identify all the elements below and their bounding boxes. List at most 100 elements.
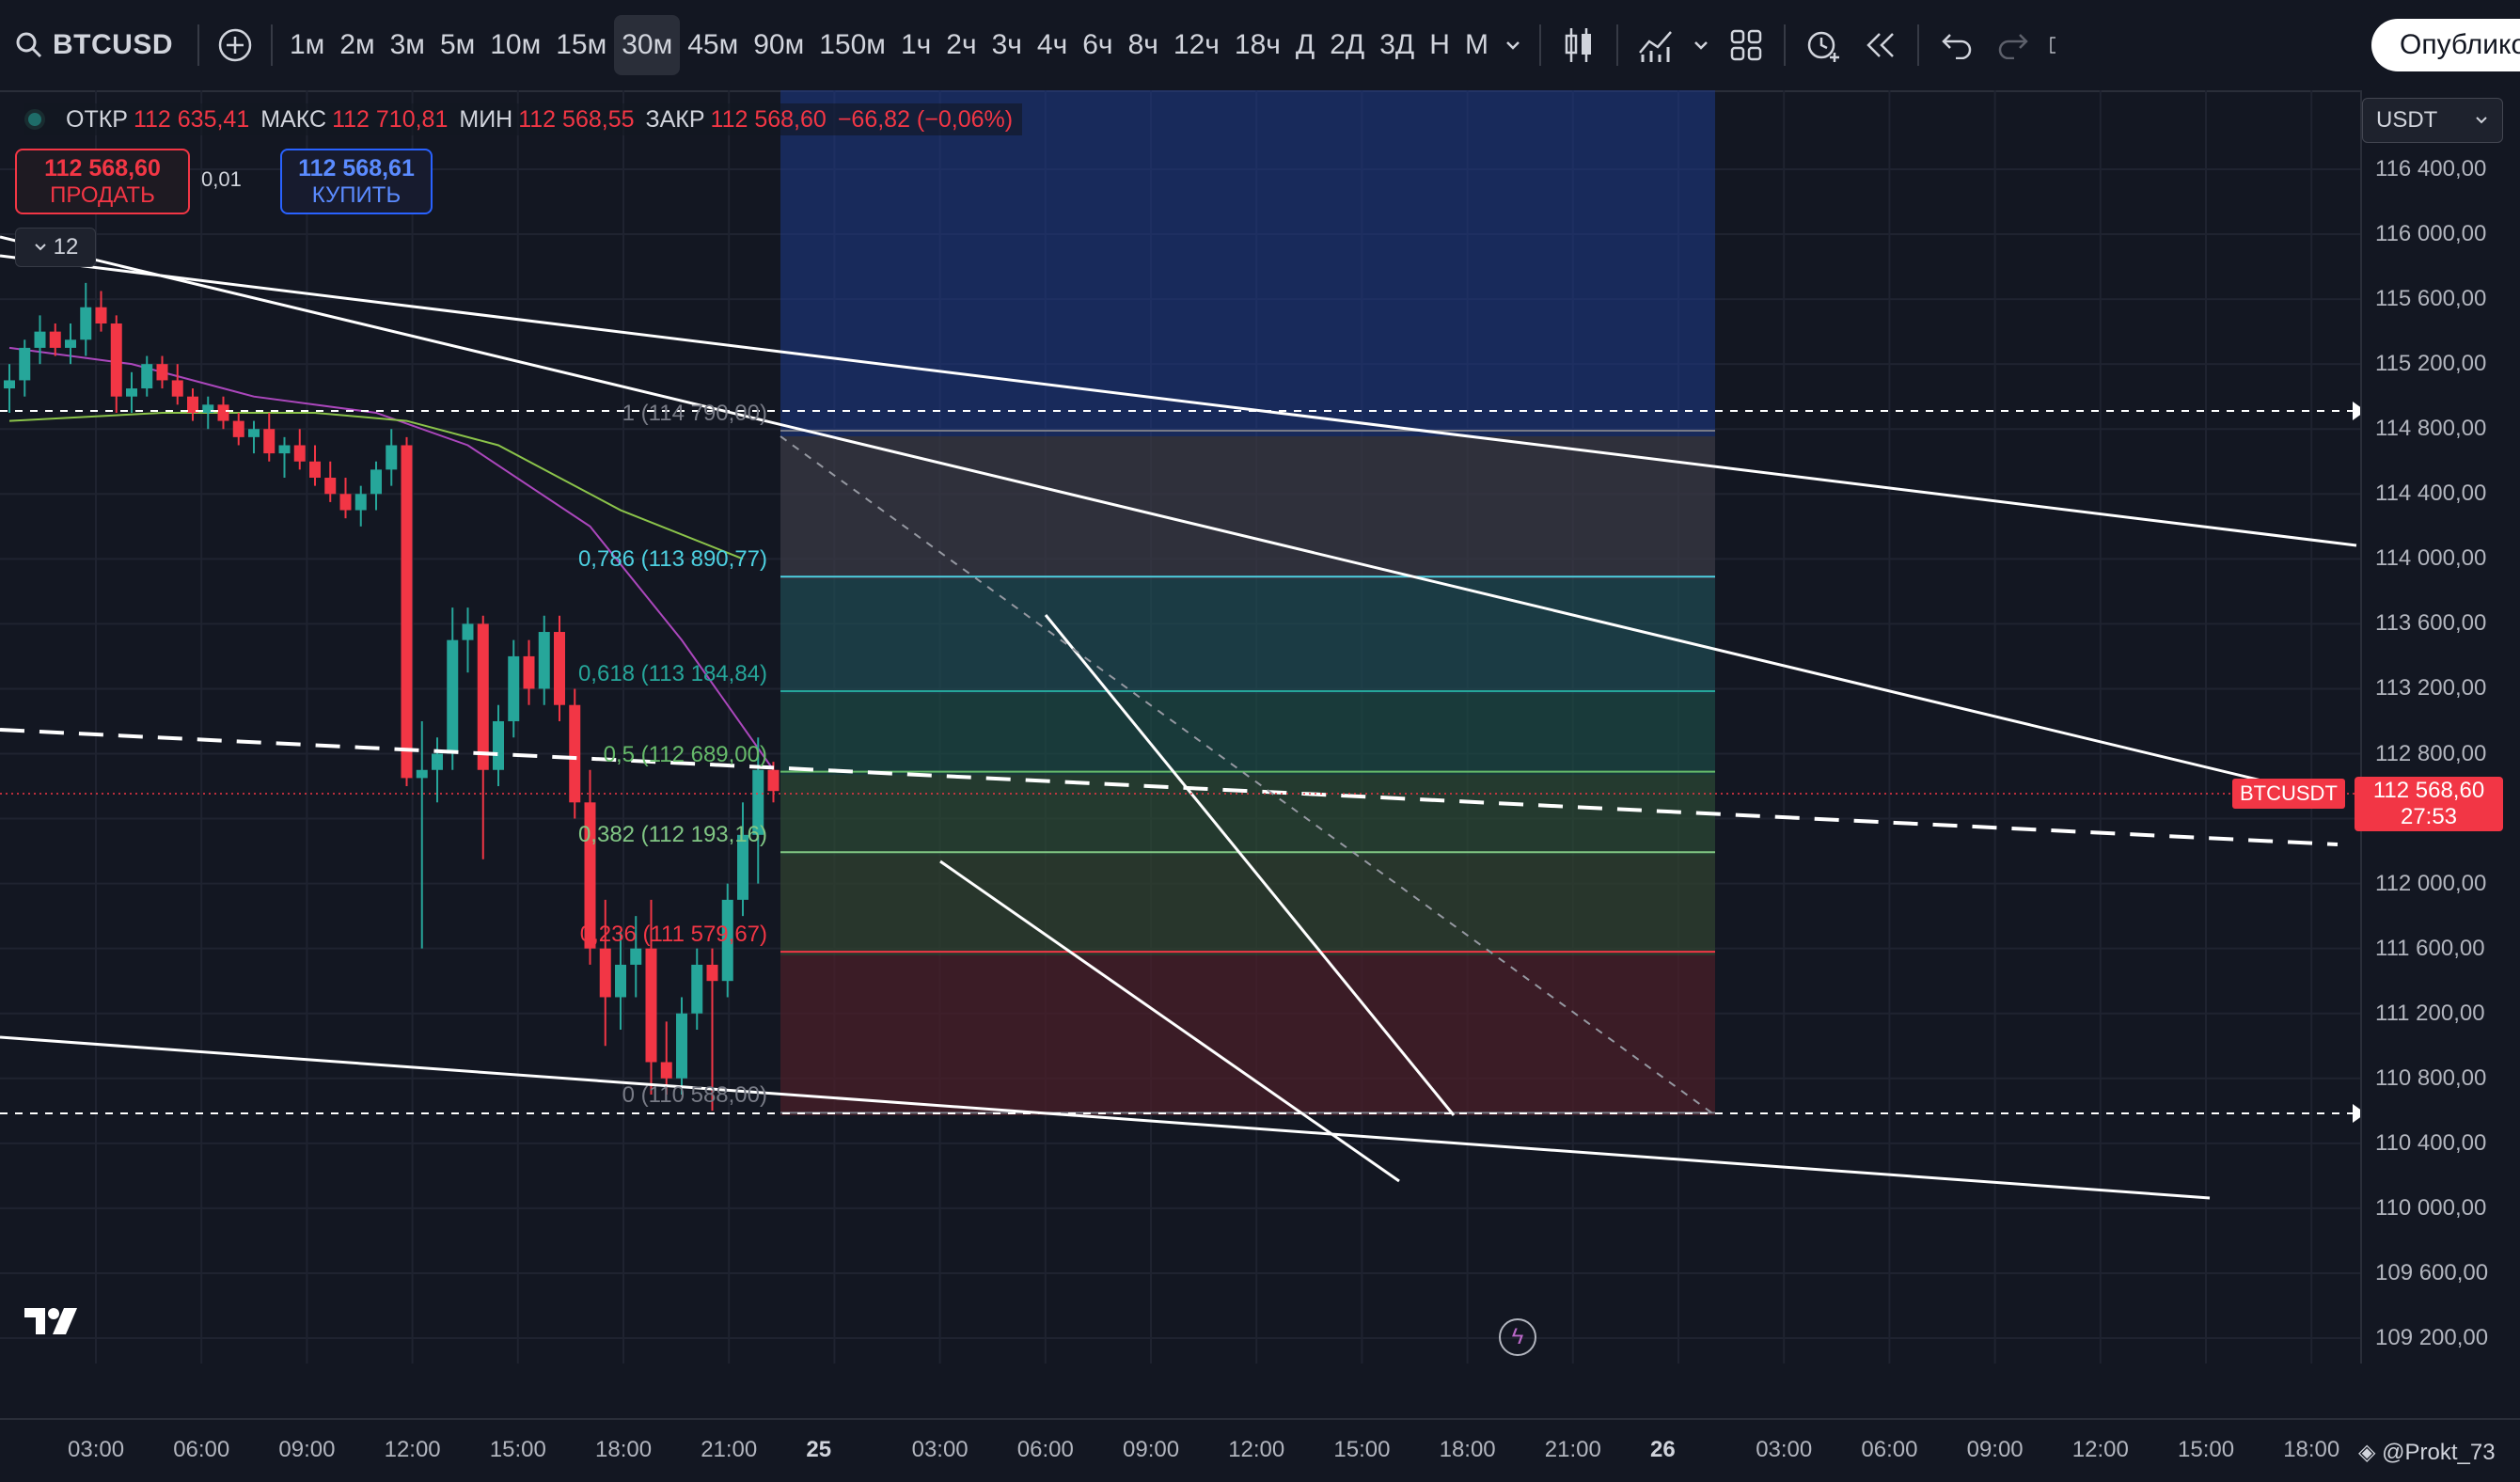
tv-logo-icon xyxy=(24,1308,77,1334)
candle-body xyxy=(80,307,92,340)
indicators-dropdown-button[interactable] xyxy=(1684,15,1718,75)
candle-body xyxy=(416,769,428,779)
interval-button[interactable]: 4ч xyxy=(1036,29,1068,60)
alert-button[interactable] xyxy=(1795,15,1851,75)
time-tick-label: 21:00 xyxy=(1544,1437,1601,1462)
candle-body xyxy=(370,469,382,495)
time-tick-label: 03:00 xyxy=(68,1437,125,1462)
visibility-dot-icon[interactable] xyxy=(24,109,45,130)
chart-type-button[interactable] xyxy=(1551,15,1607,75)
buy-price: 112 568,61 xyxy=(298,154,415,181)
compare-symbol-button[interactable] xyxy=(209,15,261,75)
undo-button[interactable] xyxy=(1929,15,1985,75)
replay-button[interactable] xyxy=(1851,15,1908,75)
interval-button[interactable]: 2м xyxy=(339,29,375,60)
time-tick-label: 09:00 xyxy=(278,1437,336,1462)
interval-button[interactable]: Д xyxy=(1295,29,1315,60)
interval-button[interactable]: 3м xyxy=(389,29,425,60)
interval-button[interactable]: 1м xyxy=(290,29,325,60)
candle-body xyxy=(309,461,321,479)
arrow-right-icon xyxy=(2353,402,2360,420)
last-price-value: 112 568,60 xyxy=(2372,778,2485,803)
interval-button[interactable]: Н xyxy=(1429,29,1450,60)
interval-button[interactable]: 5м xyxy=(439,29,476,60)
price-tick-label: 109 200,00 xyxy=(2375,1325,2489,1350)
interval-button[interactable]: 6ч xyxy=(1082,29,1113,60)
publish-button[interactable]: Опублико xyxy=(2371,19,2520,71)
currency-select[interactable]: USDT xyxy=(2362,98,2503,143)
low-value: 112 568,55 xyxy=(518,105,635,133)
interval-button[interactable]: 45м xyxy=(687,29,739,60)
candles xyxy=(4,282,780,1112)
lightning-icon[interactable]: ϟ xyxy=(1499,1318,1536,1356)
candle-body xyxy=(278,445,291,454)
time-axis[interactable]: 03:00 06:00 09:00 12:00 15:00 18:00 21:00 25 03:… xyxy=(0,1418,2520,1482)
time-tick-label: 15:00 xyxy=(2178,1437,2235,1462)
interval-button[interactable]: 150м xyxy=(819,29,886,60)
price-chart[interactable] xyxy=(0,90,2360,1364)
price-tick-label: 115 600,00 xyxy=(2375,286,2487,312)
candle-body xyxy=(569,704,581,803)
time-tick-label: 18:00 xyxy=(1439,1437,1496,1462)
wedge-line-a xyxy=(1044,614,1456,1116)
interval-button[interactable]: 18ч xyxy=(1234,29,1281,60)
toolbar-divider xyxy=(1615,24,1618,66)
search-icon xyxy=(16,32,42,58)
candle-body xyxy=(34,331,46,348)
indicators-count: 12 xyxy=(53,234,79,260)
buy-button[interactable]: 112 568,61 КУПИТЬ xyxy=(280,149,433,214)
layouts-button[interactable] xyxy=(1718,15,1774,75)
moving-average-line xyxy=(8,411,744,560)
fib-zone-0382-0236 xyxy=(780,856,1715,955)
add-circle-icon xyxy=(218,28,252,62)
symbol-search-button[interactable]: BTCUSD xyxy=(8,15,181,75)
price-tick-label: 113 200,00 xyxy=(2375,675,2487,702)
indicators-collapse-button[interactable]: 12 xyxy=(15,228,96,267)
price-tick-label: 111 200,00 xyxy=(2375,1000,2485,1026)
candles-icon xyxy=(1565,28,1591,62)
candle-body xyxy=(65,339,76,348)
interval-dropdown-button[interactable] xyxy=(1496,15,1530,75)
interval-button[interactable]: М xyxy=(1464,29,1488,60)
price-tick-label: 116 400,00 xyxy=(2375,156,2487,181)
interval-button[interactable]: 3ч xyxy=(991,29,1022,60)
price-tick-label: 114 000,00 xyxy=(2375,545,2487,572)
interval-button[interactable]: 2ч xyxy=(946,29,977,60)
interval-button[interactable]: 8ч xyxy=(1127,29,1158,60)
price-axis[interactable]: 116 400,00 116 000,00 115 600,00 115 200,00… xyxy=(2360,90,2520,1364)
interval-button[interactable]: 2Д xyxy=(1330,29,1365,60)
sell-button[interactable]: 112 568,60 ПРОДАТЬ xyxy=(15,149,190,214)
fib-zone-0236-0 xyxy=(780,955,1715,1115)
time-tick-label: 15:00 xyxy=(489,1437,546,1462)
interval-button[interactable]: 15м xyxy=(556,29,607,60)
interval-button[interactable]: 1ч xyxy=(900,29,932,60)
time-tick-label: 03:00 xyxy=(1756,1437,1813,1462)
interval-button[interactable]: 30м xyxy=(614,15,681,75)
indicators-button[interactable] xyxy=(1628,15,1684,75)
change-value: −66,82 (−0,06%) xyxy=(837,105,1014,133)
candle-body xyxy=(584,802,596,949)
undo-icon xyxy=(1942,34,1972,59)
candle-body xyxy=(141,364,153,389)
candle-body xyxy=(248,429,260,437)
chevron-down-icon xyxy=(2476,117,2487,124)
interval-button[interactable]: 12ч xyxy=(1173,29,1220,60)
candle-body xyxy=(706,964,718,982)
buy-label: КУПИТЬ xyxy=(311,181,402,208)
symbol-price-tag: BTCUSDT xyxy=(2232,779,2345,809)
high-label: МАКС xyxy=(260,105,327,133)
interval-button[interactable]: 10м xyxy=(490,29,542,60)
fullscreen-button[interactable] xyxy=(2041,15,2064,75)
redo-button[interactable] xyxy=(1985,15,2041,75)
candle-body xyxy=(676,1013,687,1079)
interval-button[interactable]: 90м xyxy=(753,29,805,60)
candle-body xyxy=(615,964,626,998)
candle-body xyxy=(645,948,657,1063)
fib-diagonal xyxy=(780,435,1716,1116)
interval-button[interactable]: 3Д xyxy=(1379,29,1415,60)
candle-body xyxy=(432,753,443,770)
toolbar-divider xyxy=(1538,24,1541,66)
time-tick-label: 09:00 xyxy=(1966,1437,2024,1462)
interval-list: 1м 2м 3м 5м 10м 15м 30м 45м 90м 150м 1ч 2ч 3ч 4ч 6ч 8ч 1… xyxy=(282,15,1496,75)
candle-body xyxy=(19,347,31,381)
